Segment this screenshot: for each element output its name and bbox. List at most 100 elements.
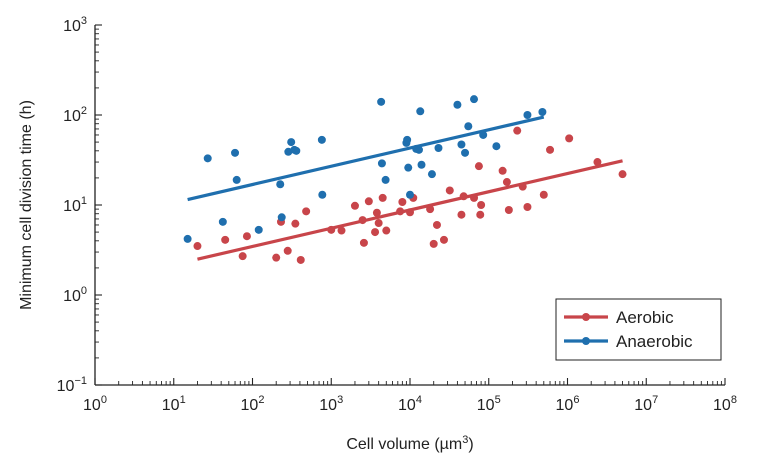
x-tick-label: 107 xyxy=(634,394,658,414)
point-aerobic xyxy=(546,145,555,154)
point-anaerobic xyxy=(218,217,227,226)
point-aerobic xyxy=(523,203,532,212)
point-aerobic xyxy=(283,246,292,255)
point-anaerobic xyxy=(404,163,413,172)
legend-box xyxy=(555,298,722,361)
point-aerobic xyxy=(350,201,359,210)
point-aerobic xyxy=(539,190,548,199)
y-tick-label: 102 xyxy=(63,105,87,125)
point-anaerobic xyxy=(406,190,414,199)
point-anaerobic xyxy=(434,143,443,152)
point-aerobic xyxy=(396,207,405,216)
point-aerobic xyxy=(221,235,230,244)
point-anaerobic xyxy=(461,148,470,157)
point-anaerobic xyxy=(414,145,423,154)
point-anaerobic xyxy=(231,148,240,157)
legend-marker-anaerobic xyxy=(582,337,590,345)
point-aerobic xyxy=(378,193,387,202)
point-anaerobic xyxy=(464,122,473,131)
point-aerobic xyxy=(476,210,485,219)
point-aerobic xyxy=(439,235,448,244)
point-aerobic xyxy=(238,252,247,261)
point-aerobic xyxy=(502,178,511,187)
point-aerobic xyxy=(242,232,251,241)
point-anaerobic xyxy=(427,170,436,179)
point-aerobic xyxy=(302,207,311,216)
point-aerobic xyxy=(272,253,281,262)
point-anaerobic xyxy=(403,135,412,144)
point-anaerobic xyxy=(453,100,462,109)
point-aerobic xyxy=(296,255,305,264)
point-aerobic xyxy=(459,192,468,201)
point-anaerobic xyxy=(318,190,327,199)
point-anaerobic xyxy=(457,140,466,149)
point-aerobic xyxy=(618,170,627,179)
point-aerobic xyxy=(398,197,407,206)
y-tick-label: 101 xyxy=(63,195,87,215)
point-anaerobic xyxy=(416,107,425,116)
x-tick-label: 101 xyxy=(162,394,186,414)
x-tick-label: 108 xyxy=(713,394,737,414)
data-points xyxy=(183,95,627,264)
x-tick-label: 105 xyxy=(477,394,501,414)
point-anaerobic xyxy=(538,107,547,116)
fit-line-anaerobic xyxy=(187,115,545,202)
legend-label-aerobic: Aerobic xyxy=(616,308,674,327)
point-anaerobic xyxy=(523,111,532,119)
point-aerobic xyxy=(477,201,486,209)
point-aerobic xyxy=(364,197,373,206)
point-anaerobic xyxy=(284,147,293,156)
point-anaerobic xyxy=(317,135,326,144)
legend-marker-aerobic xyxy=(582,313,590,321)
point-aerobic xyxy=(358,216,367,225)
point-anaerobic xyxy=(276,180,285,189)
point-anaerobic xyxy=(254,225,263,234)
point-anaerobic xyxy=(381,175,390,184)
point-aerobic xyxy=(565,134,574,143)
y-tick-label: 100 xyxy=(63,285,87,305)
point-aerobic xyxy=(291,219,300,228)
point-anaerobic xyxy=(277,213,286,222)
point-aerobic xyxy=(337,226,346,235)
point-anaerobic xyxy=(287,138,296,147)
point-aerobic xyxy=(513,126,522,135)
y-tick-label: 103 xyxy=(63,15,87,35)
point-aerobic xyxy=(426,205,435,214)
y-tick-label: 10−1 xyxy=(57,375,87,395)
point-aerobic xyxy=(374,219,383,228)
point-anaerobic xyxy=(377,97,386,106)
point-anaerobic xyxy=(492,142,501,151)
point-anaerobic xyxy=(470,95,479,104)
point-aerobic xyxy=(445,186,454,195)
point-aerobic xyxy=(193,242,202,251)
x-tick-label: 106 xyxy=(556,394,580,414)
point-aerobic xyxy=(432,220,441,229)
x-tick-label: 104 xyxy=(398,394,422,414)
point-anaerobic xyxy=(292,146,301,155)
x-tick-label: 102 xyxy=(241,394,265,414)
point-aerobic xyxy=(518,182,527,191)
point-aerobic xyxy=(457,210,466,219)
point-aerobic xyxy=(359,238,368,247)
axes: 100 101 102 103 104 105 106 107 10810−1100101102… xyxy=(57,15,737,414)
point-aerobic xyxy=(406,208,414,217)
point-anaerobic xyxy=(203,154,212,163)
point-anaerobic xyxy=(183,234,192,243)
point-anaerobic xyxy=(377,159,386,168)
point-aerobic xyxy=(470,193,479,202)
point-aerobic xyxy=(372,208,381,217)
x-tick-label: 100 xyxy=(83,394,107,414)
point-aerobic xyxy=(593,158,602,167)
point-anaerobic xyxy=(479,130,488,139)
point-aerobic xyxy=(429,239,438,248)
point-aerobic xyxy=(382,226,391,235)
point-anaerobic xyxy=(232,175,241,184)
point-aerobic xyxy=(498,166,507,175)
point-aerobic xyxy=(474,162,483,171)
point-anaerobic xyxy=(417,160,426,169)
point-aerobic xyxy=(504,205,513,214)
point-aerobic xyxy=(327,225,336,234)
legend: Aerobic Anaerobic xyxy=(555,298,722,361)
legend-label-anaerobic: Anaerobic xyxy=(616,332,693,351)
